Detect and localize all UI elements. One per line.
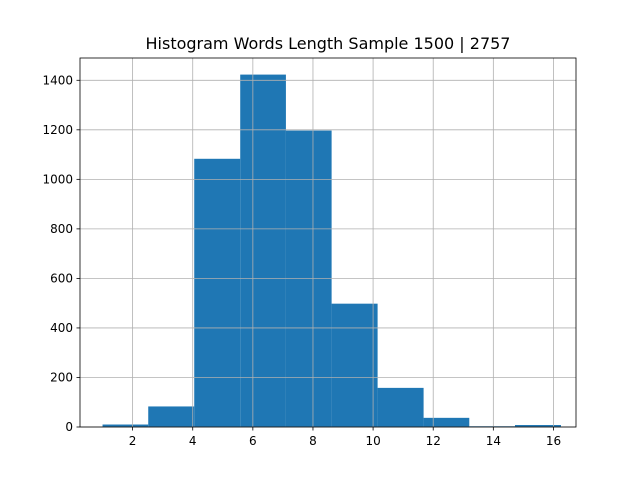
y-tick-label: 800 — [50, 222, 73, 236]
y-tick-label: 1200 — [42, 123, 73, 137]
y-tick-label: 1000 — [42, 172, 73, 186]
y-tick-label: 200 — [50, 370, 73, 384]
x-tick-label: 8 — [309, 434, 317, 448]
x-tick-label: 2 — [129, 434, 137, 448]
y-tick-label: 1400 — [42, 73, 73, 87]
histogram-bar-1 — [102, 424, 149, 427]
x-tick-label: 12 — [426, 434, 441, 448]
x-tick-label: 16 — [546, 434, 561, 448]
histogram-bar-7 — [377, 387, 424, 427]
x-tick-label: 10 — [365, 434, 380, 448]
chart-title: Histogram Words Length Sample 1500 | 275… — [146, 34, 511, 53]
x-tick-label: 14 — [486, 434, 501, 448]
y-tick-label: 600 — [50, 271, 73, 285]
histogram-bar-6 — [331, 303, 378, 427]
histogram-bar-8 — [423, 417, 470, 427]
x-tick-label: 6 — [249, 434, 257, 448]
y-tick-label: 0 — [65, 420, 73, 434]
axes-frame — [79, 57, 577, 428]
x-tick-label: 4 — [189, 434, 197, 448]
y-tick-label: 400 — [50, 321, 73, 335]
histogram-bar-2 — [148, 406, 195, 427]
histogram-bar-4 — [240, 74, 286, 427]
bars-layer — [102, 74, 561, 428]
histogram-bar-10 — [514, 425, 561, 427]
axes-layer: 2 4 6 8 10 12 14 16 0 200 400 600 800 1000 1200 1400 — [42, 57, 577, 448]
histogram-bar-3 — [194, 158, 241, 428]
